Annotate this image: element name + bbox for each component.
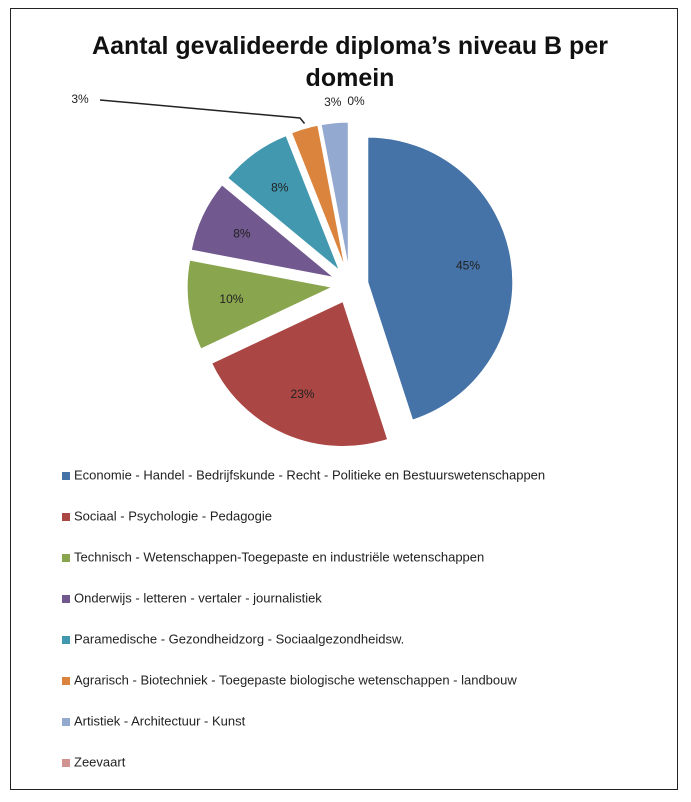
legend-swatch <box>62 595 70 603</box>
legend-label: Paramedische - Gezondheidzorg - Sociaalg… <box>74 631 404 646</box>
data-label: 23% <box>291 387 315 401</box>
legend-swatch <box>62 718 70 726</box>
data-label: 0% <box>347 94 365 108</box>
pie-slice <box>186 259 334 350</box>
legend-swatch <box>62 513 70 521</box>
legend-swatch <box>62 677 70 685</box>
chart-title: Aantal gevalideerde diploma’s niveau B p… <box>92 32 608 92</box>
legend-label: Economie - Handel - Bedrijfskunde - Rech… <box>74 467 545 482</box>
data-label: 8% <box>233 226 251 240</box>
pie-slice <box>190 184 335 278</box>
pie-slice <box>320 121 349 268</box>
data-label: 3% <box>71 92 89 106</box>
legend-swatch <box>62 554 70 562</box>
legend-swatch <box>62 472 70 480</box>
legend-label: Zeevaart <box>74 754 126 769</box>
pie-slice <box>226 134 340 271</box>
legend-label: Artistiek - Architectuur - Kunst <box>74 713 246 728</box>
data-label: 10% <box>219 292 243 306</box>
pie-slice <box>290 124 346 268</box>
data-label: 3% <box>324 95 342 109</box>
chart-frame <box>10 8 678 790</box>
pie-slice <box>210 300 389 447</box>
pie-slice <box>367 136 514 421</box>
legend: Economie - Handel - Bedrijfskunde - Rech… <box>62 467 545 769</box>
data-label: 45% <box>456 258 480 272</box>
legend-swatch <box>62 759 70 767</box>
legend-label: Agrarisch - Biotechniek - Toegepaste bio… <box>74 672 517 687</box>
legend-label: Technisch - Wetenschappen-Toegepaste en … <box>74 549 484 564</box>
legend-swatch <box>62 636 70 644</box>
data-label: 8% <box>271 180 289 194</box>
legend-label: Onderwijs - letteren - vertaler - journa… <box>74 590 322 605</box>
leader-line <box>99 99 306 124</box>
legend-label: Sociaal - Psychologie - Pedagogie <box>74 508 272 523</box>
